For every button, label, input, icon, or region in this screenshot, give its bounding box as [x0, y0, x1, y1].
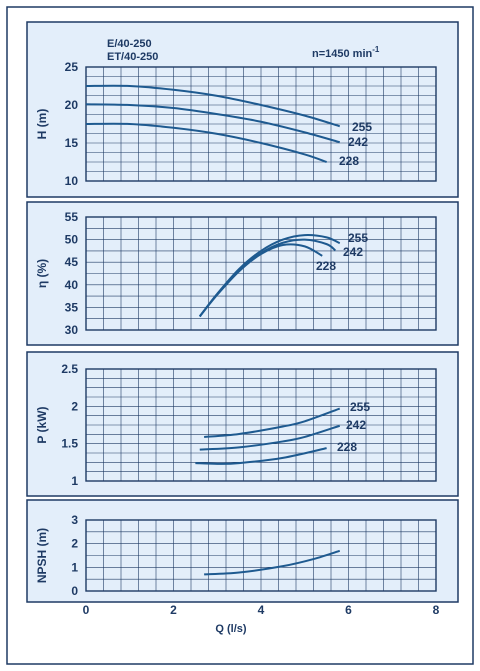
y-axis-label: P (kW): [35, 406, 49, 443]
y-tick-label: 50: [65, 233, 79, 247]
y-tick-label: 1: [71, 560, 78, 574]
panel-npsh: 0 1 2 3 NPSH (m): [26, 499, 459, 603]
series-line-efficiency-228: [198, 243, 323, 318]
x-axis: 0 2 4 6 8: [83, 603, 440, 617]
y-tick-label: 1: [71, 474, 78, 488]
model-label-1: E/40-250: [107, 38, 152, 50]
series-label-head-228: 228: [339, 154, 359, 168]
series-label-efficiency-255: 255: [348, 231, 368, 245]
series-line-npsh: [204, 549, 341, 576]
series-label-power-255: 255: [350, 400, 370, 414]
series-line-head-228: [85, 122, 327, 163]
panel-background: [26, 499, 459, 603]
series-label-head-255: 255: [352, 120, 372, 134]
y-axis-label: η (%): [35, 259, 49, 288]
series-line-power-255: [204, 407, 341, 438]
speed-text: n=1450 min: [312, 48, 373, 60]
y-tick-label: 25: [65, 60, 79, 74]
panel-background: [26, 351, 459, 497]
y-tick-label: 35: [65, 300, 79, 314]
series-line-power-228: [195, 447, 327, 465]
y-tick-label: 0: [71, 584, 78, 598]
series-label-power-242: 242: [346, 418, 366, 432]
x-axis-label: Q (l/s): [215, 623, 247, 635]
series-label-power-228: 228: [337, 440, 357, 454]
speed-exponent: -1: [372, 45, 380, 54]
series-line-head-242: [85, 103, 341, 144]
y-tick-label: 2.5: [61, 362, 78, 376]
speed-label: n=1450 min-1: [312, 45, 380, 60]
x-tick-label: 2: [170, 603, 177, 617]
y-axis-label: H (m): [35, 109, 49, 140]
y-tick-label: 30: [65, 323, 79, 337]
y-tick-label: 2: [71, 399, 78, 413]
series-label-head-242: 242: [348, 135, 368, 149]
panel-background: [26, 21, 459, 198]
y-tick-label: 45: [65, 255, 79, 269]
y-axis-label: NPSH (m): [35, 528, 49, 583]
y-tick-label: 10: [65, 174, 79, 188]
series-line-power-242: [199, 424, 341, 451]
panel-power: 1 1.5 2 2.5 P (kW) 255 242 228: [26, 351, 459, 497]
plot-area-border: [85, 519, 437, 592]
y-tick-label: 3: [71, 513, 78, 527]
y-tick-label: 40: [65, 278, 79, 292]
x-tick-label: 4: [258, 603, 265, 617]
model-label-2: ET/40-250: [107, 51, 158, 63]
series-label-efficiency-242: 242: [343, 245, 363, 259]
x-tick-label: 0: [83, 603, 90, 617]
y-tick-label: 1.5: [61, 437, 78, 451]
x-tick-label: 6: [345, 603, 352, 617]
plot-area-border: [85, 216, 437, 331]
series-line-head-255: [85, 84, 341, 128]
plot-area-border: [85, 368, 437, 482]
y-tick-label: 2: [71, 537, 78, 551]
outer-frame: [6, 6, 474, 665]
x-tick-label: 8: [433, 603, 440, 617]
y-tick-label: 15: [65, 136, 79, 150]
y-tick-label: 55: [65, 210, 79, 224]
series-label-efficiency-228: 228: [316, 259, 336, 273]
y-tick-label: 20: [65, 98, 79, 112]
